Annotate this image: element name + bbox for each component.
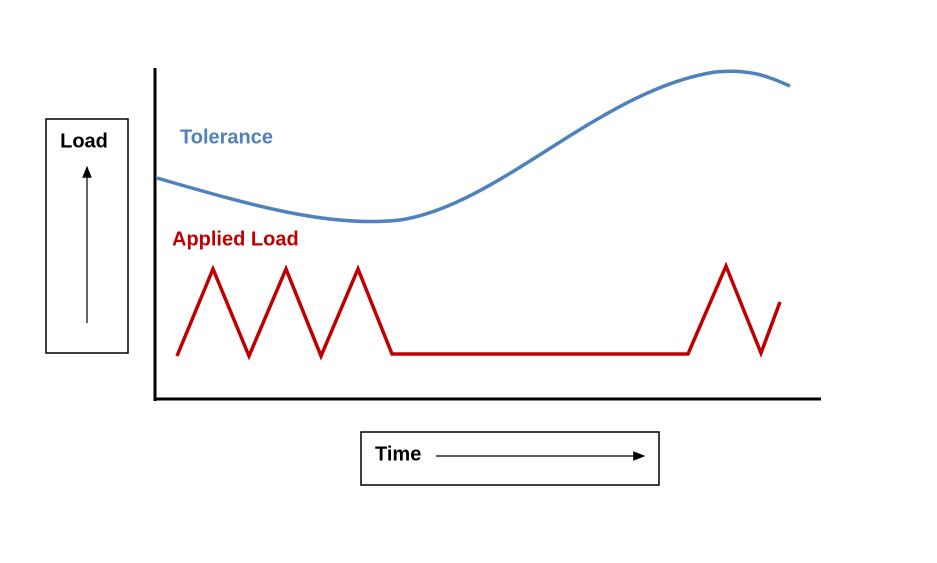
load-box	[45, 118, 129, 354]
time-box	[360, 431, 660, 486]
applied-load-label: Applied Load	[172, 228, 299, 250]
x-axis-label: Time	[375, 443, 421, 465]
applied-load-curve	[175, 261, 782, 361]
tolerance-curve	[156, 69, 791, 224]
y-axis-label: Load	[60, 130, 108, 152]
tolerance-label: Tolerance	[180, 126, 273, 148]
